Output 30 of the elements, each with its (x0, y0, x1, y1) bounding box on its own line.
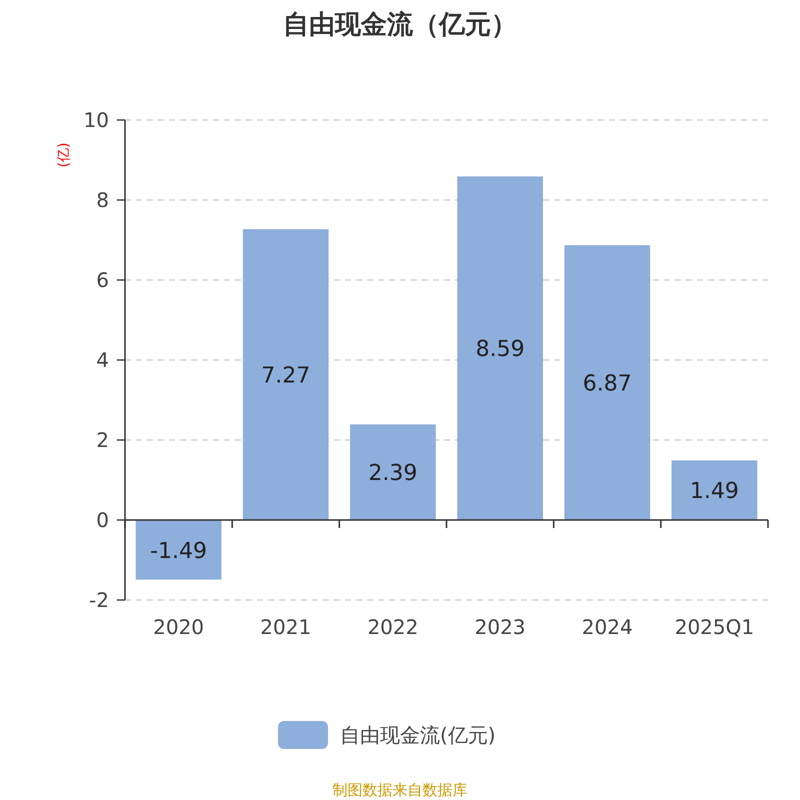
text: 制图数据来自数据库 (332, 781, 468, 799)
data-label: -1.49 (150, 538, 208, 564)
bar (672, 460, 758, 520)
legend-label: 自由现金流(亿元) (340, 723, 496, 747)
x-tick-label: 2021 (260, 615, 312, 639)
legend: 自由现金流(亿元) (278, 721, 496, 749)
data-label: 1.49 (690, 479, 739, 504)
y-tick-label: 8 (96, 188, 109, 212)
y-tick-label: 10 (84, 108, 109, 132)
bar (457, 176, 543, 520)
bar (564, 245, 650, 520)
x-tick-label: 2022 (367, 615, 418, 639)
y-axis-title: (亿) (56, 142, 72, 168)
x-tick-label: 2024 (582, 615, 633, 639)
y-tick-label: -2 (89, 588, 109, 612)
bar (350, 424, 436, 520)
y-tick-label: 2 (96, 428, 109, 452)
y-tick-label: 0 (96, 508, 109, 532)
y-tick-label: 4 (96, 348, 109, 372)
data-label: 6.87 (582, 372, 632, 397)
x-tick-label: 2025Q1 (674, 615, 754, 639)
x-tick-label: 2020 (153, 615, 204, 639)
y-tick-label: 6 (96, 268, 109, 292)
x-tick-label: 2023 (474, 615, 526, 639)
bar (136, 520, 222, 580)
data-label: 2.39 (368, 461, 418, 486)
chart-title: 自由现金流（亿元） (283, 10, 517, 40)
data-label: 7.27 (261, 364, 310, 389)
data-label: 8.59 (476, 337, 525, 362)
bar (242, 229, 329, 520)
